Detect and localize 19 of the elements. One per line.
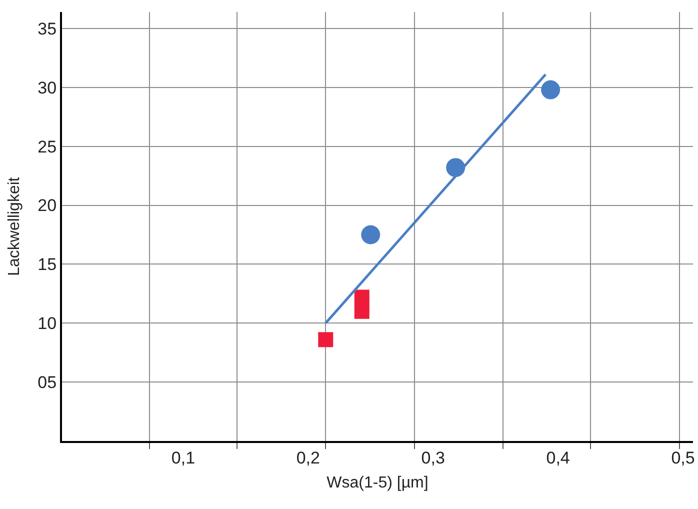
point	[354, 304, 370, 319]
y-tick-label: 10	[38, 314, 57, 334]
point	[318, 332, 334, 348]
x-tick-label: 0,2	[296, 448, 320, 468]
y-tick-label: 05	[38, 373, 57, 392]
point	[541, 80, 560, 100]
x-tick-label: 0,5	[671, 448, 695, 468]
x-tick-label: 0,1	[171, 448, 196, 468]
y-tick-label: 15	[38, 255, 57, 274]
x-axis-title: Wsa(1-5) [µm]	[326, 474, 428, 492]
x-tick-label: 0,3	[421, 448, 445, 468]
point	[361, 225, 380, 244]
y-tick-label: 30	[38, 78, 57, 98]
x-tick-label: 0,4	[546, 448, 570, 468]
y-tick-label: 20	[38, 196, 57, 216]
y-axis-title: Lackwelligkeit	[6, 176, 23, 276]
y-tick-label: 35	[38, 19, 57, 38]
point	[354, 290, 370, 305]
y-tick-label: 25	[38, 137, 57, 156]
